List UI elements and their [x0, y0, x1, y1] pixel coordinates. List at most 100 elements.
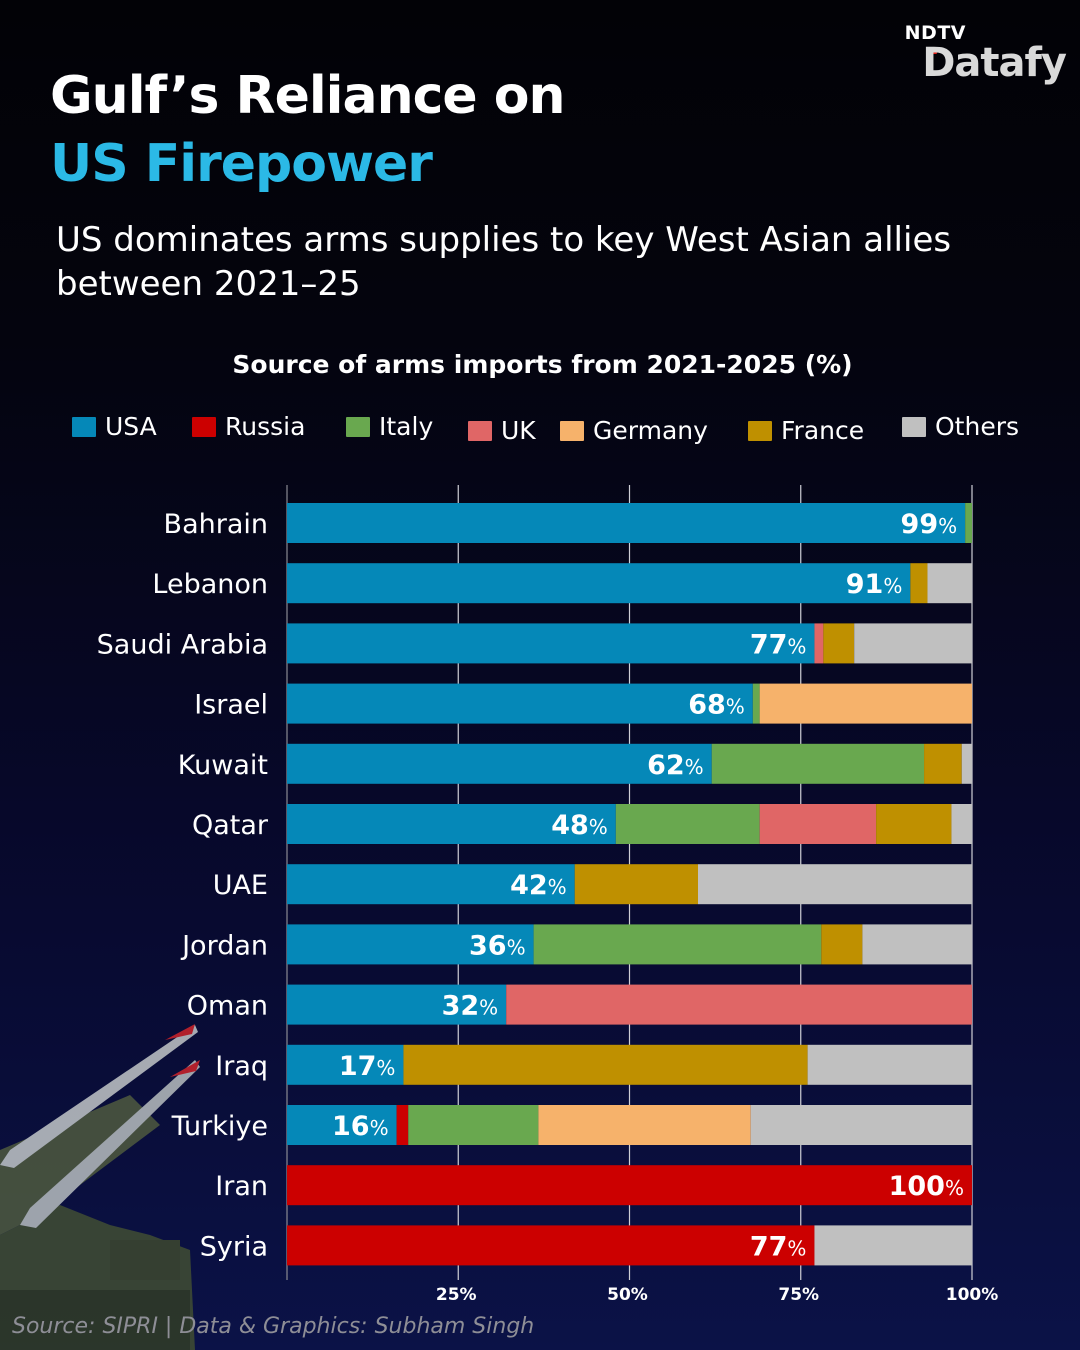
- legend-item-germany: Germany: [560, 416, 708, 445]
- data-label-unit: %: [726, 695, 745, 719]
- data-label: 100%: [889, 1171, 964, 1202]
- brand-red-dot: [931, 48, 937, 54]
- data-label-unit: %: [589, 815, 608, 839]
- brand-ndtv: NDTV: [904, 22, 966, 44]
- bar-segment-others: [698, 864, 972, 905]
- brand-datafy: Datafy: [922, 40, 1067, 86]
- legend-swatch-usa: [72, 416, 96, 437]
- bar-segment-others: [862, 924, 972, 965]
- legend-swatch-uk: [468, 420, 492, 441]
- category-label: Israel: [194, 690, 268, 721]
- data-label: 16%: [332, 1111, 389, 1142]
- data-label-value: 77: [750, 629, 788, 660]
- data-label-unit: %: [376, 1056, 395, 1080]
- legend-label-others: Others: [935, 412, 1020, 441]
- data-label-value: 68: [688, 690, 726, 721]
- category-label: Kuwait: [178, 750, 268, 781]
- bar-segment-russia: [287, 1165, 972, 1206]
- source-credit: Source: SIPRI | Data & Graphics: Subham …: [12, 1314, 535, 1339]
- data-label: 48%: [551, 810, 608, 841]
- chart-legend: USA Russia Italy UK Germany France Other…: [72, 412, 1052, 452]
- data-label-value: 62: [647, 750, 685, 781]
- bar-segment-france: [823, 623, 855, 664]
- bar-segment-others: [750, 1105, 972, 1145]
- data-label-value: 91: [846, 569, 884, 600]
- data-label-value: 32: [442, 991, 480, 1022]
- bar-segment-uk: [814, 623, 824, 664]
- data-label: 32%: [442, 991, 499, 1022]
- data-label: 77%: [750, 629, 807, 660]
- x-tick-label: 50%: [607, 1285, 648, 1305]
- page-title-line2: US Firepower: [50, 134, 433, 194]
- data-label: 36%: [469, 930, 526, 961]
- legend-label-uk: UK: [501, 416, 536, 445]
- legend-item-usa: USA: [72, 412, 157, 441]
- bar-segment-france: [876, 804, 952, 844]
- bar-segment-others: [927, 563, 972, 604]
- chart-title: Source of arms imports from 2021-2025 (%…: [232, 350, 853, 379]
- bar-segment-france: [574, 864, 698, 905]
- x-tick-label: 25%: [436, 1285, 477, 1305]
- bar-segment-usa: [287, 984, 507, 1025]
- page-subtitle: US dominates arms supplies to key West A…: [56, 220, 952, 304]
- data-label-unit: %: [685, 755, 704, 779]
- data-label-value: 36: [469, 930, 507, 961]
- bar-segment-uk: [759, 804, 877, 844]
- bar-segment-usa: [287, 804, 616, 844]
- bar-segment-france: [924, 743, 962, 784]
- data-label-unit: %: [479, 996, 498, 1020]
- page-title-line1: Gulf’s Reliance on: [50, 66, 566, 126]
- x-tick-label: 100%: [946, 1285, 999, 1305]
- bar-segment-usa: [287, 683, 753, 724]
- category-label: Lebanon: [152, 569, 268, 600]
- legend-item-russia: Russia: [192, 412, 305, 441]
- category-label: Saudi Arabia: [97, 629, 268, 660]
- bar-segment-usa: [287, 1044, 404, 1085]
- data-label-unit: %: [945, 1176, 964, 1200]
- data-label: 68%: [688, 690, 745, 721]
- data-label-unit: %: [787, 1236, 806, 1260]
- category-label: Iraq: [215, 1051, 268, 1082]
- bar-segment-russia: [396, 1105, 409, 1145]
- data-label-unit: %: [548, 875, 567, 899]
- data-label-unit: %: [507, 935, 526, 959]
- data-label: 99%: [901, 509, 958, 540]
- legend-item-uk: UK: [468, 416, 536, 445]
- chart-plot-area: 25% 50% 75% 100% Bahrain 99% Lebanon 91% Saudi A…: [97, 485, 999, 1305]
- data-label-value: 48: [551, 810, 589, 841]
- x-tick-label: 75%: [778, 1285, 819, 1305]
- bar-segment-others: [807, 1044, 972, 1085]
- legend-item-others: Others: [902, 412, 1019, 441]
- data-label-value: 42: [510, 870, 548, 901]
- data-label-value: 16: [332, 1111, 370, 1142]
- legend-label-russia: Russia: [225, 412, 306, 441]
- bar-segment-france: [910, 563, 928, 604]
- legend-label-italy: Italy: [379, 412, 434, 441]
- bar-segment-usa: [287, 743, 712, 784]
- legend-swatch-france: [748, 420, 772, 441]
- category-label: Oman: [187, 991, 268, 1022]
- missile-launcher-illustration: [0, 1024, 200, 1350]
- legend-label-germany: Germany: [593, 416, 708, 445]
- data-label: 91%: [846, 569, 903, 600]
- bar-segment-italy: [752, 683, 760, 724]
- legend-label-usa: USA: [105, 412, 157, 441]
- category-label: UAE: [213, 870, 268, 901]
- data-label-value: 100: [889, 1171, 945, 1202]
- bar-segment-italy: [965, 503, 972, 543]
- brand-logo: NDTV Datafy: [904, 20, 1067, 90]
- bar-segment-italy: [615, 804, 760, 844]
- bar-segment-france: [821, 924, 863, 965]
- category-label: Syria: [200, 1231, 268, 1262]
- legend-swatch-russia: [192, 416, 216, 437]
- bar-segment-italy: [408, 1105, 539, 1145]
- data-label-unit: %: [370, 1116, 389, 1140]
- bar-segment-usa: [287, 1105, 397, 1145]
- bar-segment-germany: [538, 1105, 751, 1145]
- category-label: Bahrain: [164, 509, 268, 540]
- data-label-value: 99: [901, 509, 939, 540]
- category-label: Iran: [215, 1171, 268, 1202]
- data-label-unit: %: [938, 514, 957, 538]
